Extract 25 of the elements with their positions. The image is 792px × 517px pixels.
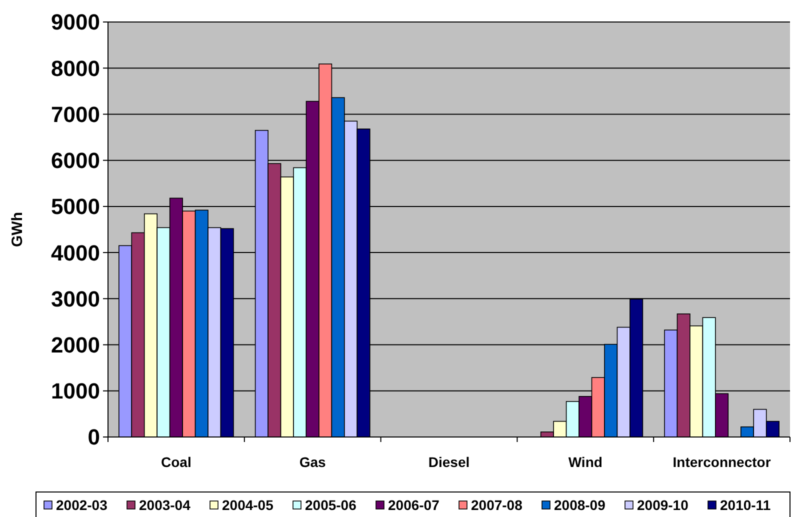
- legend-label: 2002-03: [56, 496, 108, 513]
- y-tick-label: 0: [88, 424, 100, 450]
- legend-label: 2010-11: [720, 496, 771, 513]
- legend-label: 2007-08: [471, 496, 523, 513]
- y-tick-label: 4000: [51, 240, 100, 266]
- x-tick-label: Gas: [299, 454, 326, 470]
- legend-label: 2005-06: [305, 496, 357, 513]
- legend-label: 2006-07: [388, 496, 440, 513]
- y-tick-label: 8000: [51, 56, 100, 81]
- legend-label: 2003-04: [139, 496, 191, 513]
- y-tick-label: 1000: [51, 378, 100, 404]
- legend-label: 2009-10: [637, 496, 689, 513]
- y-tick-label: 3000: [51, 286, 100, 312]
- x-tick-label: Wind: [568, 454, 602, 470]
- x-tick-label: Interconnector: [672, 454, 772, 470]
- x-tick-label: Coal: [161, 454, 192, 470]
- y-tick-label: 7000: [51, 102, 100, 127]
- x-tick-label: Diesel: [428, 454, 470, 470]
- y-axis-title: GWh: [9, 212, 26, 247]
- legend-label: 2004-05: [222, 496, 274, 513]
- y-tick-label: 5000: [51, 194, 100, 220]
- y-tick-label: 6000: [51, 148, 100, 174]
- y-tick-label: 9000: [51, 10, 100, 35]
- legend-label: 2008-09: [554, 496, 606, 513]
- y-tick-label: 2000: [51, 332, 100, 358]
